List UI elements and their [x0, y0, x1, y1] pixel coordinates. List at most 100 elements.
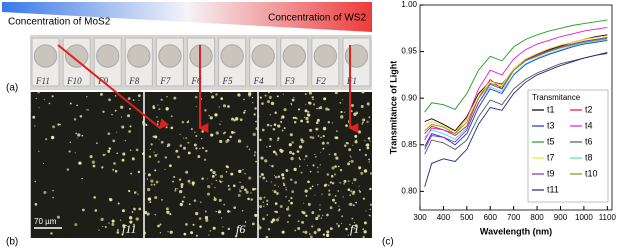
speck — [350, 104, 354, 108]
speck — [354, 224, 358, 227]
speck — [195, 106, 197, 108]
speck — [76, 104, 78, 107]
speck — [226, 138, 230, 142]
speck — [272, 150, 276, 154]
speck — [108, 98, 111, 102]
speck — [225, 165, 229, 168]
speck — [370, 215, 372, 217]
speck — [355, 201, 358, 204]
speck — [281, 115, 285, 119]
speck — [325, 183, 328, 186]
speck — [201, 177, 204, 180]
speck — [149, 201, 152, 204]
speck — [332, 198, 335, 202]
speck — [285, 189, 287, 191]
speck — [116, 231, 120, 234]
legend-box — [527, 89, 609, 203]
speck — [270, 124, 272, 127]
speck — [290, 157, 294, 161]
speck — [34, 180, 36, 183]
speck — [144, 122, 146, 125]
speck — [289, 178, 293, 181]
speck — [119, 219, 122, 221]
series-line — [424, 38, 608, 135]
speck — [317, 135, 320, 137]
panel-label: (c) — [382, 237, 394, 248]
speck — [148, 155, 152, 158]
speck — [207, 192, 211, 196]
series-line — [424, 39, 608, 140]
speck — [167, 143, 171, 147]
speck — [116, 152, 118, 155]
speck — [244, 172, 246, 175]
speck — [300, 139, 305, 144]
gradient-left-label: Concentration of MoS2 — [8, 17, 111, 28]
speck — [111, 219, 115, 223]
speck — [350, 190, 353, 193]
speck — [45, 138, 48, 141]
speck — [277, 137, 280, 140]
speck — [169, 164, 172, 168]
speck — [128, 189, 131, 193]
speck — [137, 193, 139, 195]
speck — [239, 181, 241, 184]
speck — [366, 120, 369, 124]
speck — [102, 153, 105, 157]
speck — [264, 159, 268, 163]
speck — [343, 183, 345, 185]
speck — [146, 178, 149, 180]
speck — [288, 214, 291, 217]
speck — [285, 187, 287, 189]
speck — [219, 174, 224, 179]
speck — [237, 193, 241, 197]
speck — [183, 146, 186, 150]
speck — [190, 231, 194, 235]
speck — [294, 181, 298, 184]
series-line — [424, 39, 608, 147]
speck — [52, 125, 56, 129]
speck — [154, 213, 157, 216]
speck — [145, 173, 147, 175]
speck — [69, 102, 72, 105]
speck — [254, 151, 257, 154]
speck — [331, 122, 334, 124]
speck — [191, 181, 195, 185]
speck — [253, 113, 256, 116]
speck — [366, 102, 370, 106]
speck — [213, 196, 216, 199]
speck — [364, 140, 366, 142]
speck — [217, 210, 222, 214]
speck — [87, 109, 89, 111]
speck — [304, 93, 307, 96]
speck — [305, 214, 308, 217]
speck — [190, 127, 193, 131]
speck — [234, 235, 238, 238]
speck — [165, 126, 168, 129]
speck — [313, 230, 317, 235]
speck — [296, 150, 300, 153]
speck — [274, 184, 276, 186]
y-axis-label: Transmitance of Light — [388, 61, 398, 155]
speck — [353, 125, 357, 129]
speck — [150, 143, 153, 146]
speck — [258, 196, 263, 201]
speck — [360, 171, 364, 175]
speck — [135, 148, 139, 152]
speck — [192, 223, 195, 226]
legend-label: t7 — [547, 152, 555, 162]
speck — [354, 134, 358, 138]
speck — [174, 188, 177, 190]
speck — [111, 223, 115, 227]
speck — [329, 206, 333, 210]
micrograph-label: f11 — [122, 222, 136, 236]
speck — [337, 190, 339, 192]
speck — [210, 133, 214, 137]
speck — [170, 126, 174, 130]
speck — [262, 176, 266, 180]
speck — [131, 211, 134, 213]
speck — [349, 223, 351, 226]
speck — [146, 212, 150, 216]
filter-spot — [344, 44, 369, 68]
speck — [154, 196, 158, 200]
speck — [311, 96, 314, 99]
